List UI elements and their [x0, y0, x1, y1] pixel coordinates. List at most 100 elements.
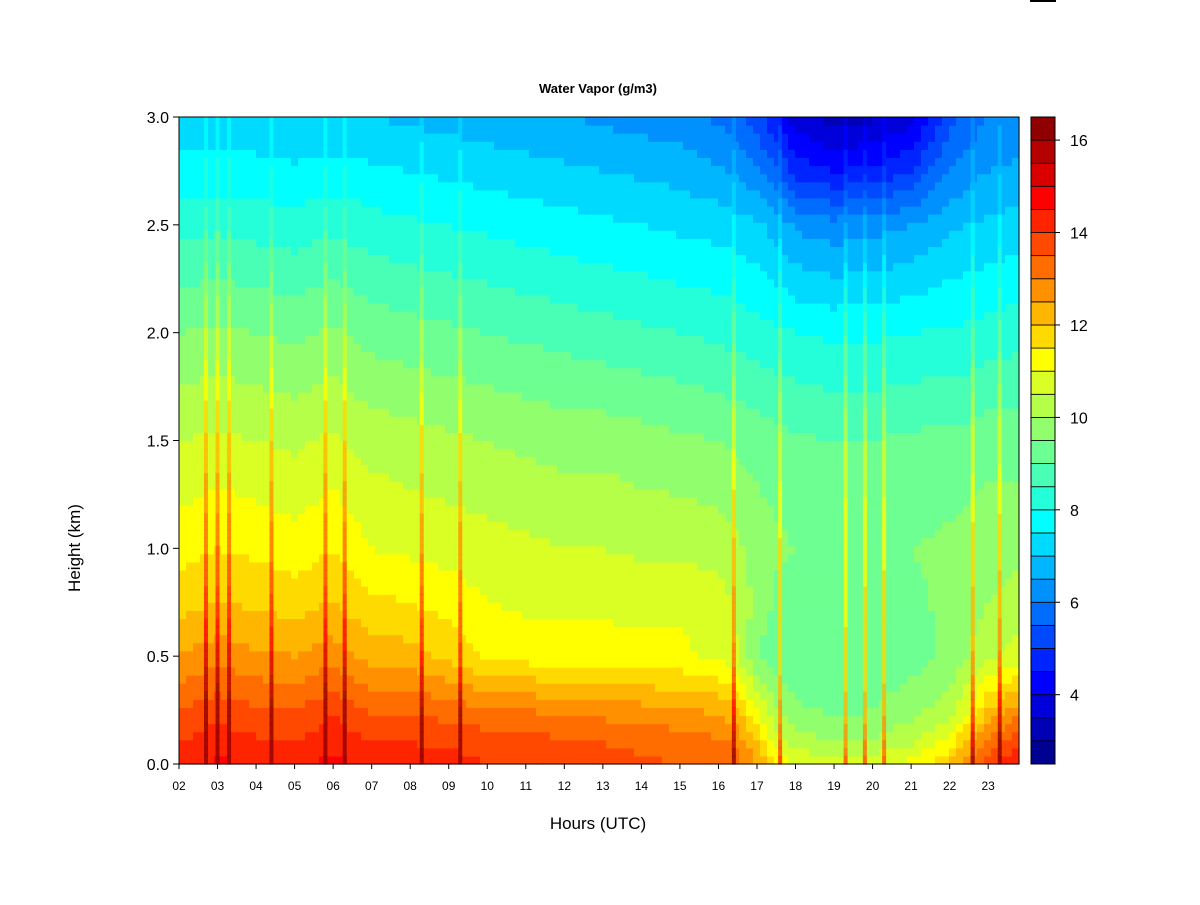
heatmap-cell — [228, 173, 236, 183]
heatmap-cell — [186, 731, 194, 741]
heatmap-cell — [480, 230, 488, 239]
heatmap-cell — [249, 472, 257, 482]
heatmap-cell — [459, 335, 467, 345]
heatmap-cell — [361, 683, 369, 692]
heatmap-cell — [368, 141, 376, 150]
heatmap-cell — [445, 214, 453, 223]
heatmap-cell — [480, 375, 488, 385]
heatmap-cell — [606, 472, 614, 482]
heatmap-cell — [312, 634, 320, 644]
heatmap-cell — [508, 561, 516, 571]
heatmap-cell — [186, 464, 194, 474]
heatmap-cell — [410, 594, 418, 603]
heatmap-cell — [361, 448, 369, 458]
heatmap-cell — [515, 173, 523, 183]
heatmap-cell — [599, 391, 607, 401]
heatmap-cell — [571, 618, 579, 628]
heatmap-cell — [249, 577, 257, 587]
heatmap-cell — [389, 480, 397, 490]
heatmap-cell — [396, 424, 404, 434]
heatmap-cell — [592, 537, 600, 547]
heatmap-cell — [494, 303, 502, 312]
heatmap-cell — [431, 205, 439, 215]
heatmap-cell — [375, 505, 383, 514]
heatmap-cell — [564, 658, 572, 668]
heatmap-cell — [592, 731, 600, 741]
heatmap-cell — [473, 472, 481, 482]
heatmap-cell — [256, 424, 264, 434]
heatmap-cell — [452, 238, 460, 247]
heatmap-cell — [578, 262, 586, 272]
heatmap-cell — [389, 181, 397, 191]
heatmap-cell — [333, 254, 341, 264]
heatmap-cell — [508, 383, 516, 393]
heatmap-cell — [473, 634, 481, 644]
heatmap-cell — [459, 666, 467, 676]
heatmap-cell — [487, 416, 495, 425]
heatmap-cell — [410, 125, 418, 134]
heatmap-cell — [193, 448, 201, 458]
heatmap-cell — [207, 489, 215, 498]
heatmap-cell — [466, 594, 474, 603]
heatmap-cell — [200, 521, 208, 531]
heatmap-cell — [368, 610, 376, 620]
heatmap-cell — [515, 618, 523, 628]
heatmap-cell — [536, 723, 544, 733]
heatmap-cell — [256, 375, 264, 385]
heatmap-cell — [242, 472, 250, 482]
heatmap-cell — [228, 699, 236, 708]
heatmap-cell — [515, 747, 523, 757]
heatmap-cell — [403, 359, 411, 369]
heatmap-cell — [501, 602, 509, 611]
heatmap-cell — [424, 189, 432, 199]
heatmap-cell — [585, 586, 593, 595]
heatmap-cell — [501, 246, 509, 256]
heatmap-cell — [186, 666, 194, 676]
heatmap-cell — [200, 254, 208, 264]
heatmap-cell — [571, 602, 579, 611]
heatmap-cell — [606, 157, 614, 167]
heatmap-cell — [389, 278, 397, 288]
heatmap-cell — [424, 602, 432, 611]
heatmap-cell — [515, 561, 523, 571]
heatmap-cell — [375, 238, 383, 247]
heatmap-cell — [361, 658, 369, 668]
heatmap-cell — [186, 456, 194, 466]
heatmap-cell — [277, 658, 285, 668]
heatmap-cell — [480, 141, 488, 150]
heatmap-cell — [445, 294, 453, 304]
heatmap-cell — [319, 205, 327, 215]
heatmap-cell — [382, 246, 390, 256]
heatmap-cell — [270, 375, 278, 385]
heatmap-cell — [606, 359, 614, 369]
heatmap-cell — [494, 286, 502, 296]
heatmap-cell — [347, 561, 355, 571]
heatmap-cell — [438, 173, 446, 183]
heatmap-cell — [606, 343, 614, 353]
heatmap-cell — [529, 327, 537, 336]
heatmap-cell — [585, 205, 593, 215]
heatmap-cell — [207, 594, 215, 603]
heatmap-cell — [256, 448, 264, 458]
heatmap-cell — [592, 181, 600, 191]
heatmap-cell — [368, 715, 376, 725]
heatmap-cell — [431, 650, 439, 660]
heatmap-cell — [347, 367, 355, 377]
heatmap-cell — [473, 383, 481, 393]
heatmap-cell — [263, 197, 271, 207]
heatmap-cell — [550, 432, 558, 442]
heatmap-cell — [375, 230, 383, 239]
heatmap-cell — [235, 375, 243, 385]
heatmap-cell — [326, 205, 334, 215]
heatmap-cell — [578, 375, 586, 385]
heatmap-cell — [571, 133, 579, 142]
heatmap-cell — [368, 149, 376, 159]
heatmap-cell — [529, 294, 537, 304]
heatmap-cell — [347, 165, 355, 175]
heatmap-cell — [438, 319, 446, 328]
heatmap-cell — [305, 408, 313, 417]
heatmap-cell — [578, 497, 586, 506]
heatmap-cell — [564, 286, 572, 296]
heatmap-cell — [473, 214, 481, 223]
heatmap-cell — [305, 351, 313, 361]
